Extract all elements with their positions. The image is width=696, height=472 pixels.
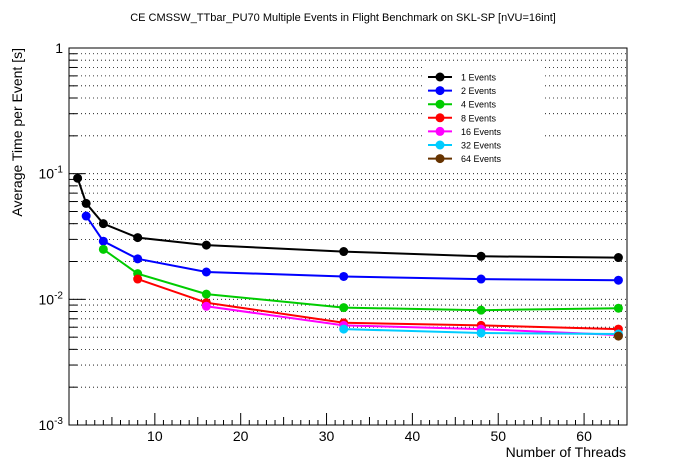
legend-label: 1 Events bbox=[461, 73, 497, 83]
series-1-events bbox=[73, 173, 623, 263]
data-point bbox=[339, 247, 349, 257]
data-point bbox=[133, 274, 143, 284]
x-tick-label: 30 bbox=[319, 428, 335, 444]
legend-label: 16 Events bbox=[461, 127, 502, 137]
data-point bbox=[201, 301, 211, 311]
data-point bbox=[476, 274, 486, 284]
legend-label: 2 Events bbox=[461, 86, 497, 96]
x-axis-label: Number of Threads bbox=[506, 444, 626, 460]
data-point bbox=[133, 233, 143, 243]
series-layer bbox=[73, 173, 623, 341]
legend-marker bbox=[435, 72, 445, 82]
legend-label: 32 Events bbox=[461, 141, 502, 151]
data-point bbox=[98, 244, 108, 254]
x-tick-label: 10 bbox=[147, 428, 163, 444]
legend-marker bbox=[435, 99, 445, 109]
legend-marker bbox=[435, 154, 445, 164]
series-line bbox=[102, 248, 619, 312]
x-tick-label: 50 bbox=[490, 428, 506, 444]
plot-frame bbox=[68, 47, 628, 426]
data-point bbox=[476, 251, 486, 261]
chart-title: CE CMSSW_TTbar_PU70 Multiple Events in F… bbox=[130, 12, 556, 24]
data-point bbox=[613, 331, 623, 341]
data-point bbox=[339, 303, 349, 313]
legend-marker bbox=[435, 140, 445, 150]
data-point bbox=[98, 236, 108, 246]
legend-label: 4 Events bbox=[461, 100, 497, 110]
data-point bbox=[73, 173, 83, 183]
data-point bbox=[81, 211, 91, 221]
y-tick-label: 1 bbox=[55, 40, 63, 56]
axis-ticks: 10-3 10-2 10-1 1 10 20 30 40 50 60 bbox=[39, 40, 628, 444]
series-4-events bbox=[98, 244, 623, 315]
y-axis-label: Average Time per Event [s] bbox=[9, 48, 25, 217]
data-point bbox=[201, 267, 211, 277]
legend-label: 8 Events bbox=[461, 113, 497, 123]
legend: 1 Events 2 Events 4 Events 8 Events 16 Event… bbox=[423, 67, 545, 165]
y-tick-label: 10-3 bbox=[39, 416, 64, 433]
series-2-events bbox=[81, 211, 623, 285]
legend-marker bbox=[435, 86, 445, 96]
series-line bbox=[206, 305, 619, 336]
data-point bbox=[613, 303, 623, 313]
x-tick-label: 60 bbox=[576, 428, 592, 444]
data-point bbox=[201, 289, 211, 299]
legend-marker bbox=[435, 113, 445, 123]
data-point bbox=[613, 253, 623, 263]
data-point bbox=[201, 240, 211, 250]
legend-marker bbox=[435, 126, 445, 136]
data-point bbox=[339, 271, 349, 281]
data-point bbox=[476, 305, 486, 315]
series-line bbox=[76, 177, 619, 259]
data-point bbox=[133, 254, 143, 264]
series-64-events bbox=[613, 331, 623, 341]
data-point bbox=[98, 219, 108, 229]
legend-label: 64 Events bbox=[461, 154, 502, 164]
x-tick-label: 40 bbox=[405, 428, 421, 444]
y-tick-label: 10-2 bbox=[39, 290, 64, 307]
data-point bbox=[81, 198, 91, 208]
data-point bbox=[339, 324, 349, 334]
series-line bbox=[85, 215, 619, 282]
data-point bbox=[613, 275, 623, 285]
y-tick-label: 10-1 bbox=[39, 165, 64, 182]
x-tick-label: 20 bbox=[233, 428, 249, 444]
data-point bbox=[476, 328, 486, 338]
